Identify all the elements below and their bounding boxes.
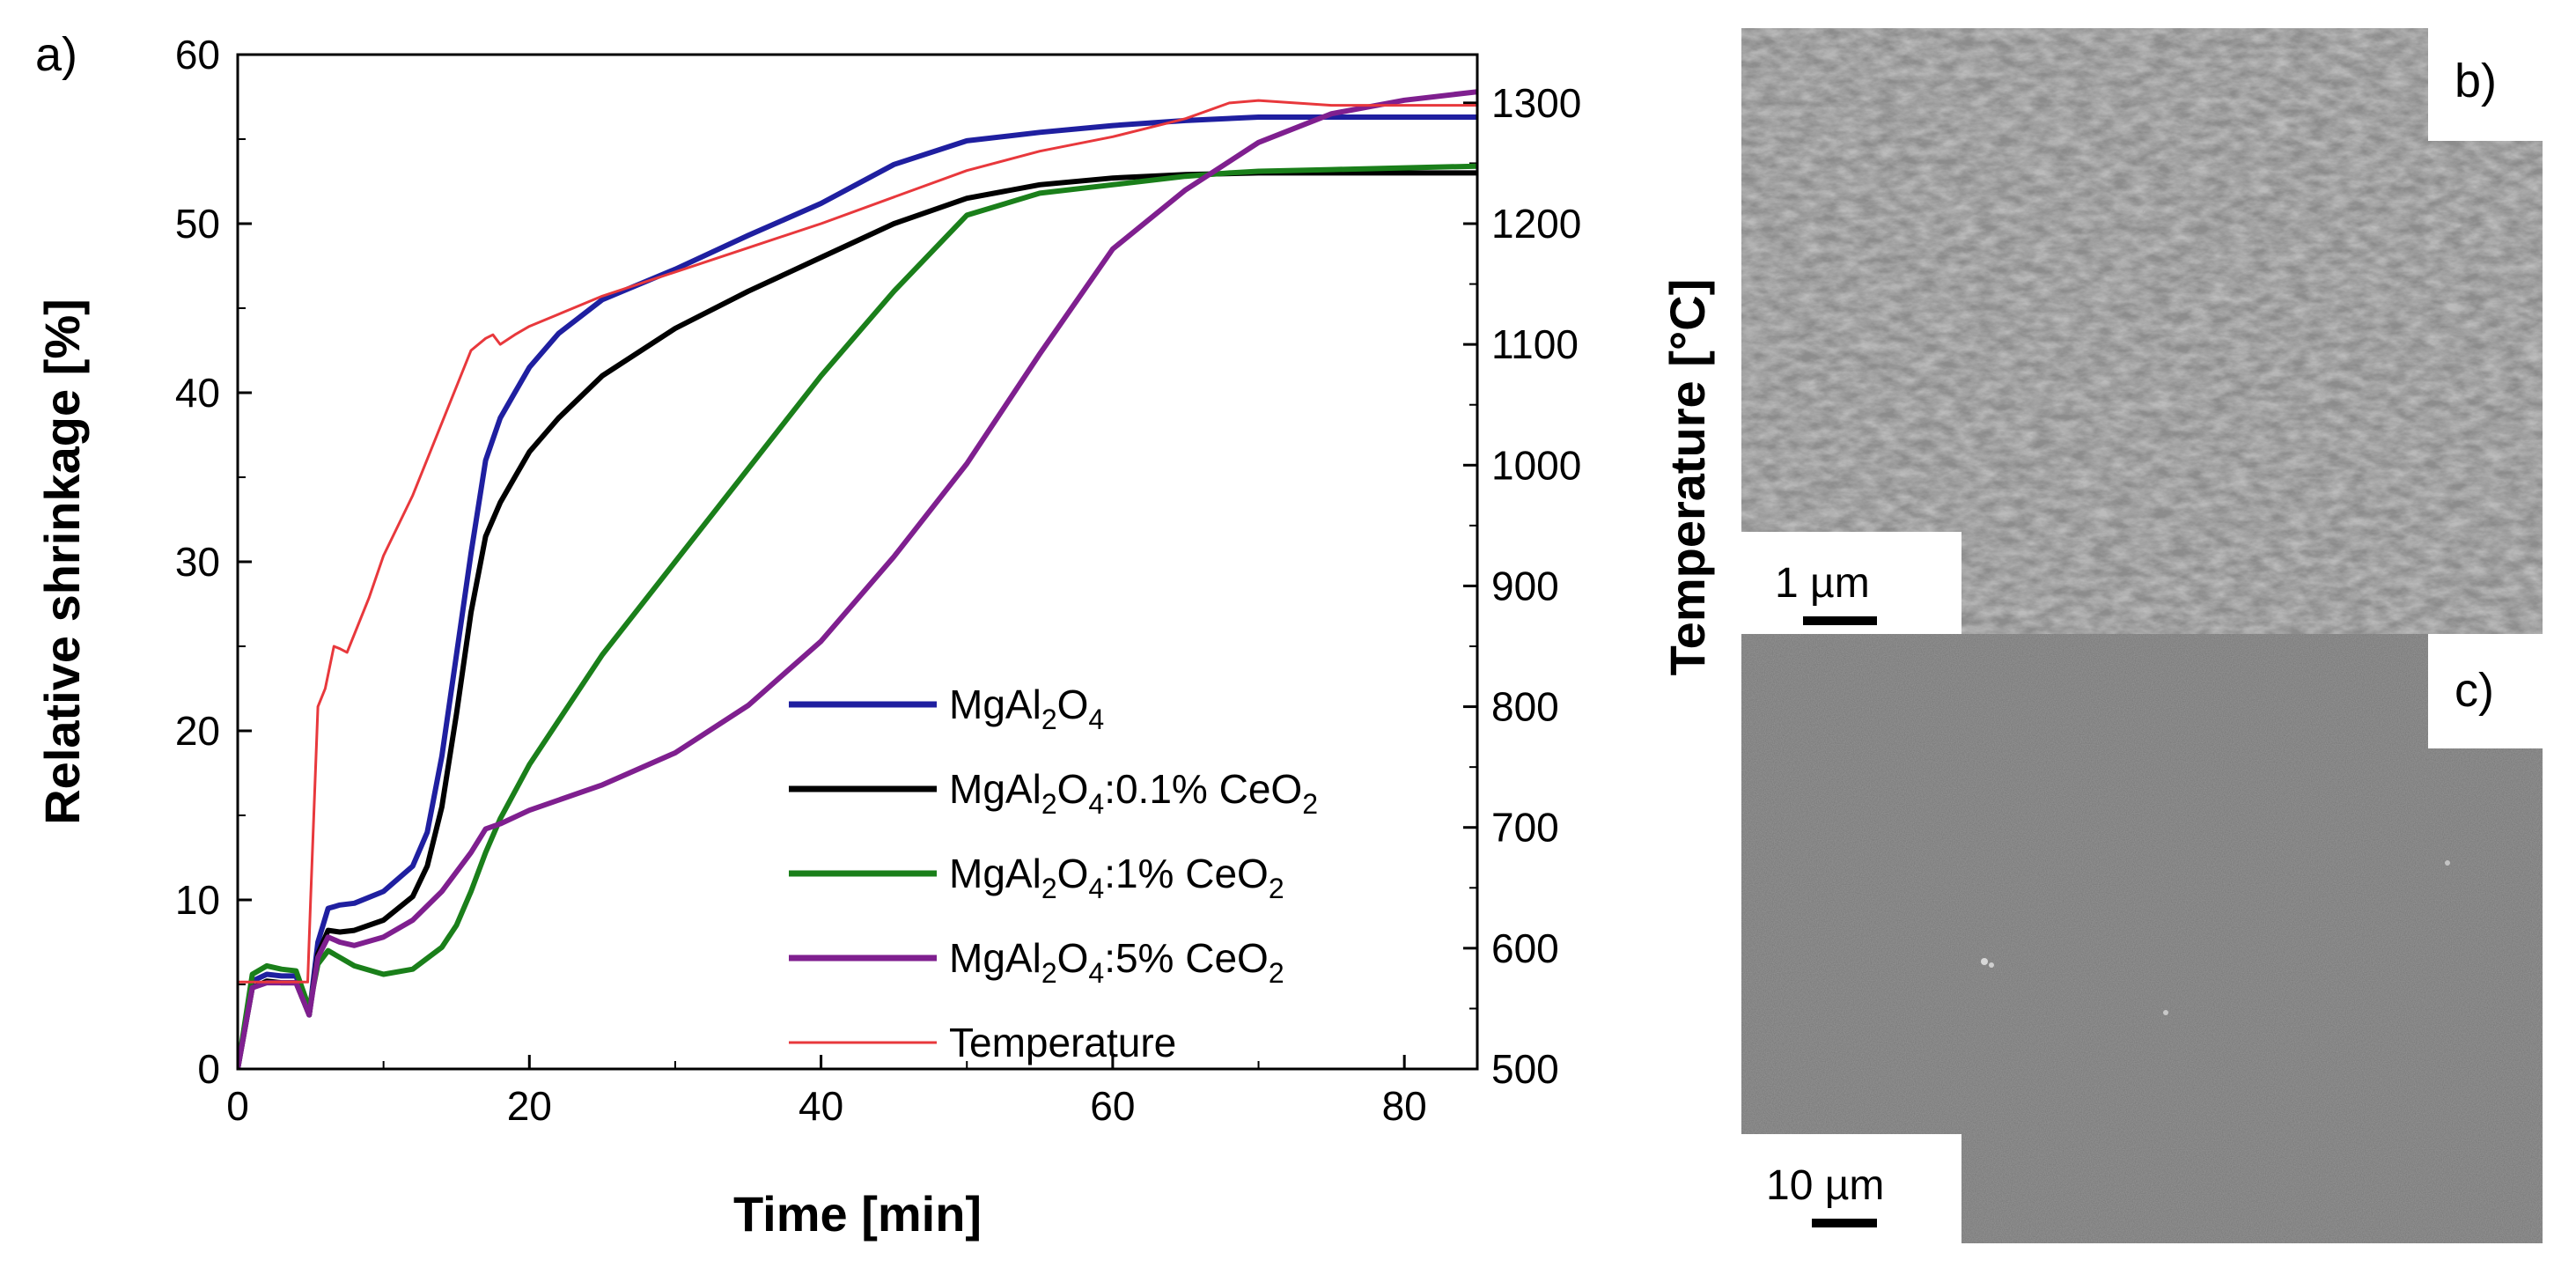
scale-bar-b-label: 1 µm [1775,560,1870,607]
x-tick-label: 80 [1382,1083,1427,1129]
series-line-2 [238,163,1477,1069]
y2-tick-label: 700 [1491,805,1559,851]
x-tick-label: 40 [799,1083,843,1129]
panel-label-c: c) [2455,664,2494,717]
y2-tick-label: 1000 [1491,442,1581,488]
micrograph-c-particle [1981,958,1988,965]
y-tick-label: 10 [175,877,220,923]
scale-bar-c [1812,1219,1877,1227]
scale-bar-b [1803,616,1877,625]
series-line-0 [238,114,1477,1069]
y-tick-label: 30 [175,539,220,585]
series-line-4 [238,99,1477,984]
y2-tick-label: 1100 [1491,321,1579,367]
y2-axis-title: Temperature [°C] [1660,279,1715,676]
y-tick-label: 50 [175,201,220,247]
series-line-1 [238,170,1477,1069]
y-tick-label: 40 [175,370,220,416]
legend-label-0: MgAl2​O4​ [949,682,1104,735]
scale-bar-c-label: 10 µm [1766,1162,1884,1209]
x-axis-title: Time [min] [733,1186,982,1242]
micrograph-c-particle [1989,962,1994,968]
y2-tick-label: 600 [1491,925,1559,971]
tick-labels: 0 20 40 60 800102030405060500600700800900100… [175,32,1582,1129]
y-tick-label: 0 [197,1046,220,1092]
legend-label-1: MgAl2​O4​:0.1% CeO2​ [949,766,1318,820]
legend-label-4: Temperature [949,1020,1176,1065]
panel-label-b: b) [2455,55,2497,107]
micrograph-b: b) 1 µm [1741,28,2543,634]
series-lines [238,89,1477,1069]
x-tick-label: 0 [226,1083,249,1129]
x-tick-label: 60 [1090,1083,1135,1129]
y2-tick-label: 800 [1491,684,1559,730]
y-axis-title: Relative shrinkage [%] [34,298,90,825]
plot-frame [236,53,1479,1071]
micrograph-c-particle [2445,860,2450,866]
micrograph-c: c) 10 µm [1741,634,2543,1243]
series-line-3 [238,89,1477,1069]
axes-ticks [236,53,1477,1071]
panel-label-a: a) [35,28,77,81]
y-tick-label: 20 [175,708,220,754]
micrograph-c-label-box [2428,634,2543,748]
legend-label-3: MgAl2​O4​:5% CeO2​ [949,935,1284,989]
y2-tick-label: 1300 [1491,80,1581,126]
y-tick-label: 60 [175,32,220,77]
legend-label-2: MgAl2​O4​:1% CeO2​ [949,851,1284,904]
x-tick-label: 20 [507,1083,552,1129]
y2-tick-label: 500 [1491,1046,1559,1092]
shrinkage-chart: a) 0 20 40 60 800102030405060500600700800900… [34,28,1715,1242]
micrograph-c-particle [2163,1010,2168,1015]
y2-tick-label: 1200 [1491,201,1581,247]
micrograph-b-label-box [2428,28,2543,141]
y2-tick-label: 900 [1491,563,1559,608]
legend: MgAl2​O4​ MgAl2​O4​:0.1% CeO2​ MgAl2​O4​:1… [789,682,1318,1065]
